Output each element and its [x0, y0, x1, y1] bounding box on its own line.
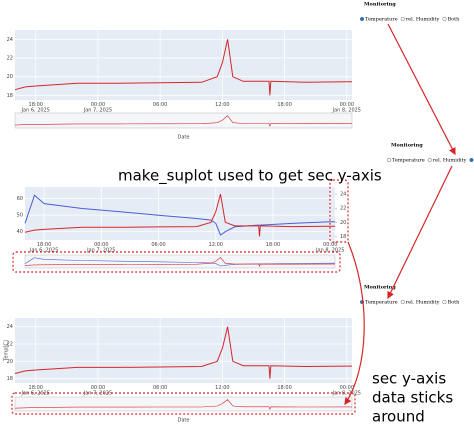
- highlight-box: [11, 392, 356, 415]
- controls-title: Monitoring: [364, 285, 396, 291]
- highlight-box: [329, 179, 349, 243]
- radio-label[interactable]: rel. Humidity: [406, 17, 440, 23]
- annotation: around: [372, 408, 425, 426]
- y-tick-label: 50: [17, 213, 23, 219]
- radio-button[interactable]: [400, 16, 405, 22]
- y2-tick-label: 18: [340, 234, 346, 240]
- range-slider: [24, 254, 336, 269]
- y-tick-label: 20: [7, 74, 13, 80]
- y-tick-label: 40: [17, 229, 23, 235]
- y2-tick-label: 20: [340, 220, 346, 226]
- radio-button[interactable]: [400, 299, 405, 305]
- x-tick-label: 12:00: [215, 102, 229, 108]
- x-tick-label: 18:00 Jan 6, 2025: [21, 385, 50, 397]
- plot-area: [15, 318, 352, 383]
- radio-label[interactable]: rel. Humidity: [406, 300, 440, 306]
- slider-line: [24, 257, 335, 268]
- slider-line: [14, 115, 352, 128]
- radio-button[interactable]: [469, 157, 474, 163]
- x-tick-label: 18:00: [277, 385, 291, 391]
- y-tick-label: 20: [7, 359, 13, 365]
- radio-button[interactable]: [386, 157, 392, 163]
- x-tick-label: 00:00 Jan 8, 2025: [332, 102, 361, 114]
- radio-button[interactable]: [442, 299, 447, 305]
- plot-area: [25, 187, 335, 240]
- controls-title: Monitoring: [391, 143, 423, 149]
- x-tick-label: 18:00: [277, 102, 291, 108]
- y2-tick-label: 22: [340, 206, 346, 212]
- x-tick-label: 00:00 Jan 7, 2025: [83, 102, 112, 114]
- x-axis-label: Date: [178, 418, 190, 424]
- y-tick-label: 22: [7, 342, 13, 348]
- annotation: make_suplot used to get sec y-axis: [118, 167, 382, 186]
- radio-button[interactable]: [427, 157, 432, 163]
- arrow: [344, 241, 365, 405]
- x-tick-label: 18:00 Jan 6, 2025: [21, 102, 50, 114]
- x-tick-label: 00:00 Jan 7, 2025: [86, 242, 115, 254]
- series-line: [24, 193, 335, 237]
- y-tick-label: 24: [7, 37, 13, 43]
- radio-label[interactable]: rel. Humidity: [433, 158, 467, 164]
- x-tick-label: 06:00: [151, 242, 165, 248]
- x-tick-label: 12:00: [215, 385, 229, 391]
- x-tick-label: 00:00 Jan 8, 2025: [332, 385, 361, 397]
- radio-label[interactable]: Temperature: [392, 158, 425, 164]
- x-tick-label: 12:00: [209, 242, 223, 248]
- radio-label[interactable]: Temperature: [365, 17, 398, 23]
- y2-tick-label: 24: [340, 192, 346, 198]
- series-line: [14, 326, 352, 379]
- y-tick-label: 60: [17, 196, 23, 202]
- x-tick-label: 00:00 Jan 8, 2025: [315, 242, 344, 254]
- y-tick-label: 24: [7, 324, 13, 330]
- y-tick-label: 18: [7, 93, 13, 99]
- range-slider: [14, 396, 353, 412]
- highlight-box: [12, 251, 341, 273]
- series-line: [14, 39, 352, 96]
- annotation: sec y-axis: [372, 370, 446, 388]
- annotation: data sticks: [372, 389, 453, 407]
- radio-button[interactable]: [359, 16, 365, 22]
- radio-label[interactable]: Temperature: [365, 300, 398, 306]
- slider-line: [14, 399, 352, 411]
- charts: 18 20 22 24 18:00 Jan 6, 2025 00:00 Jan 7, 2025…: [4, 2, 474, 424]
- x-tick-label: 18:00: [266, 242, 280, 248]
- plot-area: [15, 30, 352, 100]
- x-tick-label: 06:00: [153, 385, 167, 391]
- y-tick-label: 22: [7, 56, 13, 62]
- radio-label[interactable]: Both: [447, 300, 460, 306]
- arrow: [387, 23, 456, 156]
- radio-label[interactable]: Both: [447, 17, 460, 23]
- x-tick-label: 06:00: [153, 102, 167, 108]
- y-axis-label: Temp[C]: [4, 340, 10, 362]
- x-tick-label: 18:00 Jan 6, 2025: [29, 242, 58, 254]
- radio-button[interactable]: [442, 16, 447, 22]
- x-tick-label: 00:00 Jan 7, 2025: [83, 385, 112, 397]
- range-slider: [14, 112, 353, 129]
- controls-title: Monitoring: [364, 2, 396, 8]
- series-line: [24, 194, 335, 236]
- y-tick-label: 18: [7, 376, 13, 382]
- x-axis-label: Date: [178, 135, 190, 141]
- arrow: [387, 165, 453, 300]
